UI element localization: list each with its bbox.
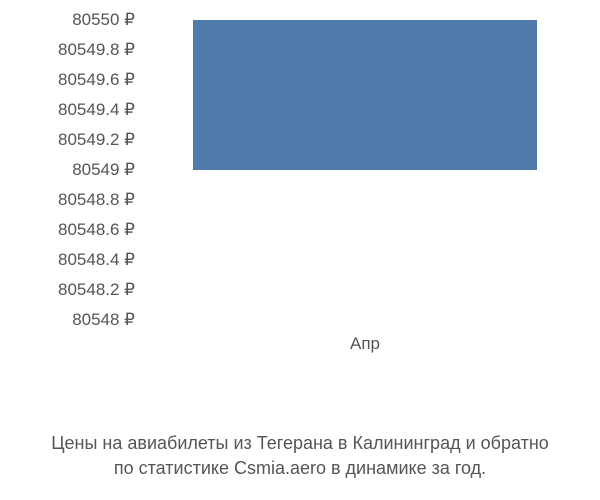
bar: [193, 20, 536, 170]
y-tick-label: 80549.2 ₽: [58, 130, 135, 150]
bar-chart: 80550 ₽80549.8 ₽80549.6 ₽80549.4 ₽80549.…: [10, 20, 590, 400]
y-tick-label: 80548.4 ₽: [58, 250, 135, 270]
y-tick-label: 80548 ₽: [72, 310, 135, 330]
y-tick-label: 80549 ₽: [72, 160, 135, 180]
chart-caption: Цены на авиабилеты из Тегерана в Калинин…: [0, 431, 600, 480]
y-tick-label: 80549.4 ₽: [58, 100, 135, 120]
y-tick-label: 80549.6 ₽: [58, 70, 135, 90]
y-tick-label: 80548.2 ₽: [58, 280, 135, 300]
caption-line-2: по статистике Csmia.aero в динамике за г…: [114, 458, 486, 478]
x-tick-label: Апр: [350, 334, 380, 354]
caption-line-1: Цены на авиабилеты из Тегерана в Калинин…: [51, 433, 549, 453]
y-tick-label: 80550 ₽: [72, 10, 135, 30]
y-tick-label: 80549.8 ₽: [58, 40, 135, 60]
y-tick-label: 80548.6 ₽: [58, 220, 135, 240]
y-tick-label: 80548.8 ₽: [58, 190, 135, 210]
